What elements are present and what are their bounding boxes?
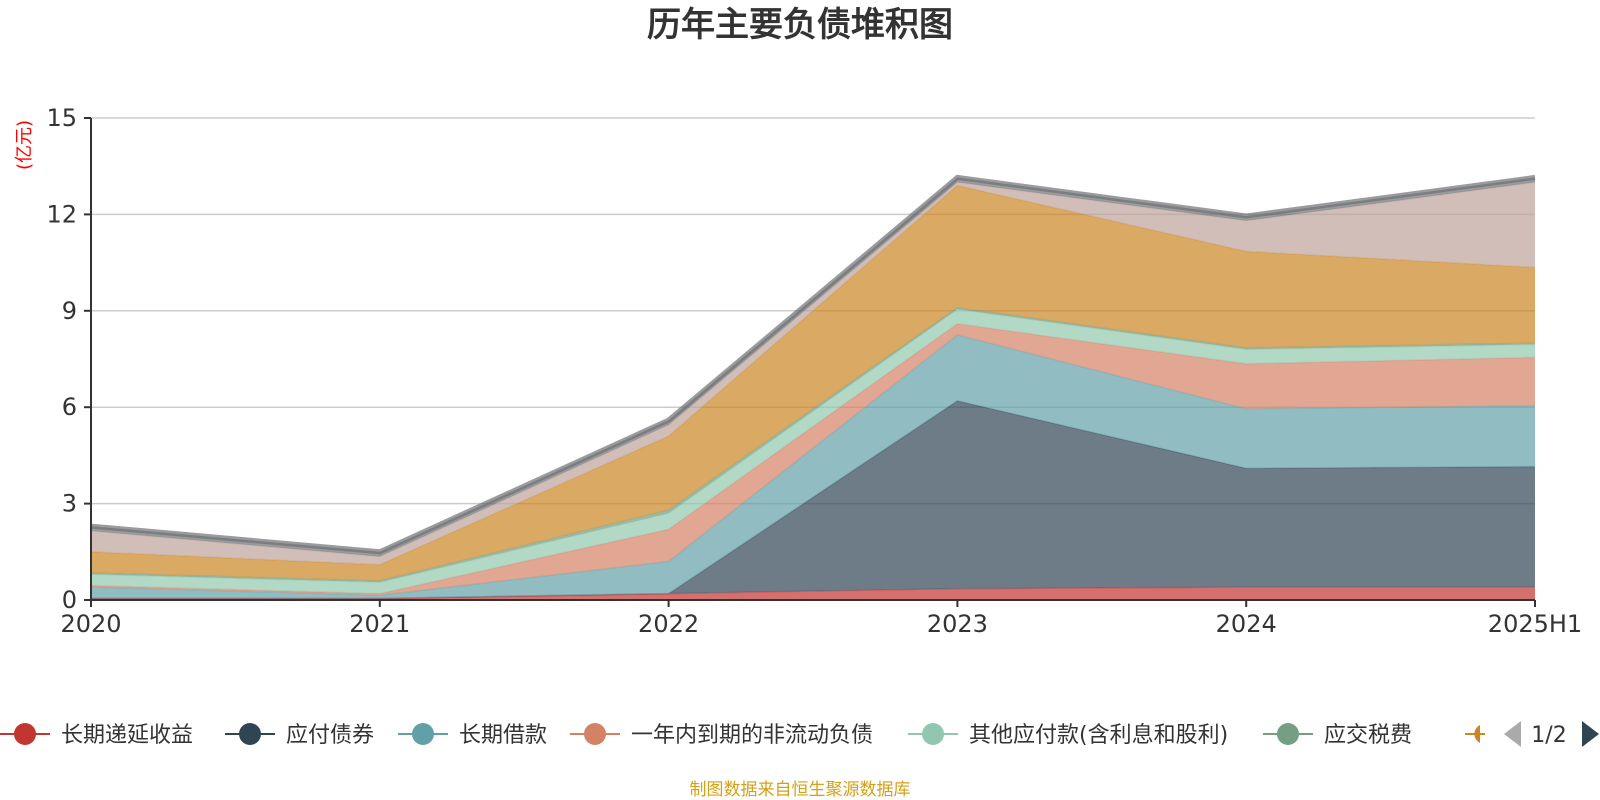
legend-label: 一年内到期的非流动负债 <box>631 723 873 748</box>
x-tick-label: 2025H1 <box>1488 610 1582 638</box>
legend-item-partial[interactable] <box>1465 725 1485 743</box>
legend-item[interactable]: 长期借款 <box>398 723 547 748</box>
legend-item[interactable]: 长期递延收益 <box>0 723 193 748</box>
y-tick-label: 6 <box>62 393 77 421</box>
y-tick-label: 0 <box>62 586 77 614</box>
area-series-7 <box>91 185 1535 581</box>
area-series-8 <box>91 182 1535 565</box>
unit-label: (亿元) <box>14 120 35 170</box>
legend-page-indicator: 1/2 <box>1531 723 1566 748</box>
legend-label: 其他应付款(含利息和股利) <box>969 723 1228 748</box>
legend: 长期递延收益 应付债券 长期借款 一年内到期的非流动负债 其他应付款(含利息和股利) 应交… <box>0 723 1485 748</box>
legend-marker <box>584 723 606 745</box>
legend-marker <box>1474 725 1480 743</box>
y-tick-label: 3 <box>62 490 77 518</box>
y-tick-label: 15 <box>46 104 77 132</box>
area-series-2 <box>91 400 1535 599</box>
legend-pager: 1/2 <box>1504 721 1599 748</box>
x-tick-label: 2020 <box>60 610 121 638</box>
next-page-icon[interactable] <box>1582 721 1599 747</box>
chart-title: 历年主要负债堆积图 <box>647 5 953 45</box>
legend-marker <box>14 723 36 745</box>
x-tick-label: 2024 <box>1216 610 1277 638</box>
legend-marker <box>412 723 434 745</box>
x-tick-label: 2021 <box>349 610 410 638</box>
legend-marker <box>1277 723 1299 745</box>
legend-item[interactable]: 应交税费 <box>1263 723 1412 748</box>
x-tick-label: 2022 <box>638 610 699 638</box>
legend-item[interactable]: 应付债券 <box>225 723 374 748</box>
prev-page-icon[interactable] <box>1504 721 1521 747</box>
legend-item[interactable]: 一年内到期的非流动负债 <box>570 723 873 748</box>
y-axis-ticks: 0 3 6 9 12 15 <box>46 104 91 614</box>
legend-label: 应交税费 <box>1324 723 1412 748</box>
x-tick-label: 2023 <box>927 610 988 638</box>
legend-marker <box>239 723 261 745</box>
legend-label: 长期递延收益 <box>61 723 193 748</box>
legend-item[interactable]: 其他应付款(含利息和股利) <box>908 723 1228 748</box>
x-axis-ticks: 2020 2021 2022 2023 2024 2025H1 <box>60 600 1582 638</box>
legend-label: 应付债券 <box>286 723 374 748</box>
area-series-edge-9 <box>90 174 1536 555</box>
area-series-3 <box>91 334 1535 599</box>
y-tick-label: 12 <box>46 200 77 228</box>
source-note: 制图数据来自恒生聚源数据库 <box>690 780 911 800</box>
y-tick-label: 9 <box>62 297 77 325</box>
legend-label: 长期借款 <box>459 723 547 748</box>
area-series-1 <box>91 587 1535 600</box>
stacked-areas <box>90 174 1536 600</box>
legend-marker <box>922 723 944 745</box>
